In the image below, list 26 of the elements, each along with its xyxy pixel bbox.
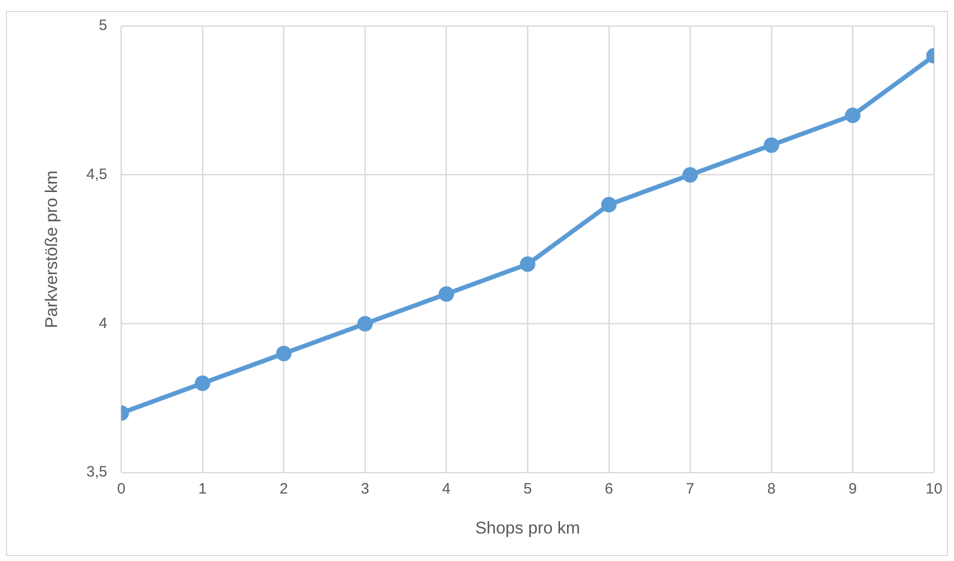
x-axis-title: Shops pro km (475, 518, 580, 538)
x-tick-label: 6 (604, 480, 614, 498)
point (682, 167, 698, 183)
x-tick-label: 9 (848, 480, 857, 498)
x-tick-label: 5 (523, 480, 532, 498)
point (357, 316, 373, 332)
y-tick-label: 5 (98, 17, 108, 34)
point (438, 286, 454, 302)
point (520, 256, 536, 272)
x-tick-label: 8 (767, 480, 776, 498)
y-tick-label: 4 (98, 314, 108, 332)
x-tick-label: 10 (926, 480, 942, 498)
point (601, 196, 617, 212)
x-tick-label: 7 (686, 480, 694, 498)
point (276, 346, 292, 362)
y-tick-label: 3,5 (86, 464, 108, 481)
x-tick-label: 3 (360, 480, 370, 498)
x-tick-label: 1 (198, 480, 207, 498)
y-axis-title: Parkverstöße pro km (42, 170, 61, 328)
x-tick-label: 2 (280, 480, 288, 498)
x-tick-label: 0 (117, 480, 126, 498)
point (844, 108, 860, 124)
x-tick-label: 4 (442, 480, 451, 498)
point (194, 376, 210, 392)
y-tick-label: 4,5 (86, 166, 108, 184)
point (764, 137, 780, 153)
